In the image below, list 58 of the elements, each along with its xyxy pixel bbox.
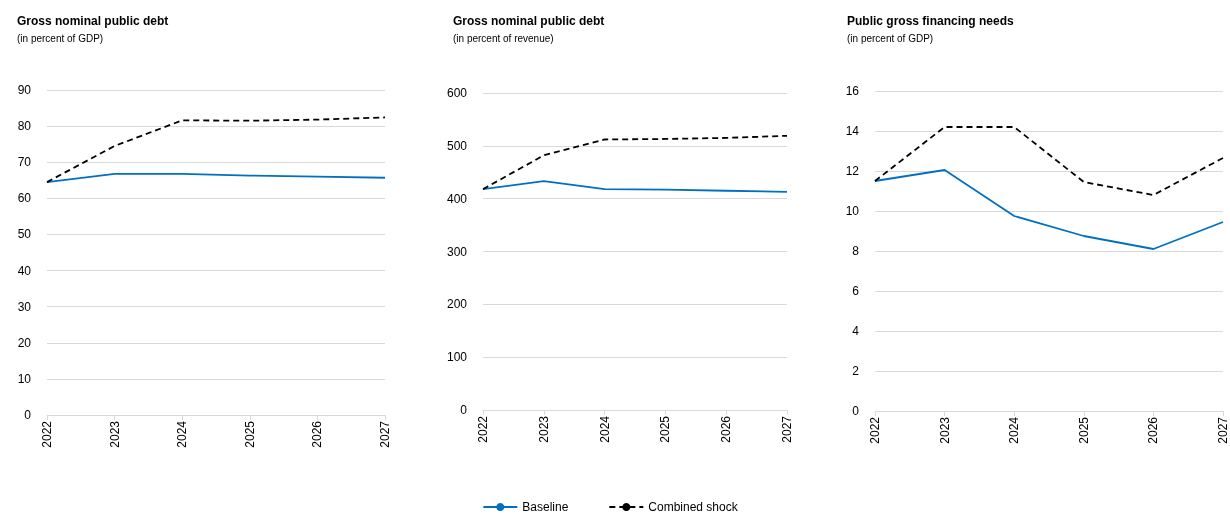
y-tick-label: 80 (17, 119, 32, 134)
y-tick-label: 100 (446, 350, 468, 365)
x-tick-label: 2027 (378, 420, 392, 448)
y-tick-label: 50 (17, 227, 32, 242)
y-tick-label: 0 (460, 403, 468, 417)
legend-label: Combined shock (648, 500, 739, 514)
y-tick-label: 14 (845, 124, 860, 138)
x-tick-label: 2025 (242, 420, 257, 448)
x-tick-label: 2022 (40, 420, 54, 448)
x-tick-label: 2024 (597, 415, 612, 443)
y-tick-label: 40 (17, 263, 32, 278)
chart-subtitle: (in percent of GDP) (17, 32, 104, 44)
x-tick-label: 2022 (476, 415, 490, 443)
y-tick-label: 70 (17, 155, 32, 170)
x-tick-label: 2026 (719, 415, 734, 443)
x-tick-label: 2025 (1076, 416, 1091, 444)
y-tick-label: 500 (446, 138, 468, 153)
x-tick-label: 2026 (1146, 416, 1161, 444)
y-tick-label: 60 (17, 191, 32, 206)
x-tick-label: 2023 (107, 420, 122, 448)
x-tick-label: 2022 (868, 416, 882, 444)
y-tick-label: 10 (845, 204, 860, 218)
y-tick-label: 20 (17, 335, 32, 350)
line-series (46, 172, 386, 183)
x-tick-label: 2024 (175, 420, 190, 448)
line-series (874, 169, 1224, 250)
chart-subtitle: (in percent of GDP) (847, 32, 934, 44)
y-tick-label: 4 (852, 324, 860, 338)
x-tick-label: 2027 (780, 415, 794, 443)
chart-title: Gross nominal public debt (17, 14, 169, 28)
y-tick-label: 16 (845, 84, 860, 98)
chart-title: Gross nominal public debt (453, 14, 605, 28)
x-tick-label: 2024 (1007, 416, 1022, 444)
line-series (482, 134, 788, 191)
y-tick-label: 400 (446, 191, 468, 206)
x-tick-label: 2027 (1216, 416, 1230, 444)
chart-title: Public gross financing needs (847, 14, 1015, 28)
x-tick-label: 2025 (658, 415, 673, 443)
x-tick-label: 2023 (937, 416, 952, 444)
y-tick-label: 0 (852, 404, 860, 418)
legend-label: Baseline (522, 500, 569, 514)
line-series (46, 116, 386, 183)
y-tick-label: 6 (852, 284, 860, 298)
y-tick-label: 90 (17, 83, 32, 97)
y-tick-label: 8 (852, 244, 860, 258)
line-series (874, 126, 1224, 196)
y-tick-label: 30 (17, 299, 32, 314)
y-tick-label: 200 (446, 297, 468, 312)
y-tick-label: 12 (845, 164, 860, 178)
chart-subtitle: (in percent of revenue) (453, 32, 554, 44)
y-tick-label: 2 (852, 364, 860, 378)
line-series (482, 180, 788, 193)
x-tick-label: 2023 (536, 415, 551, 443)
y-tick-label: 10 (17, 371, 32, 386)
y-tick-label: 600 (446, 86, 468, 100)
y-tick-label: 300 (446, 244, 468, 259)
y-tick-label: 0 (24, 408, 32, 422)
x-tick-label: 2026 (310, 420, 325, 448)
